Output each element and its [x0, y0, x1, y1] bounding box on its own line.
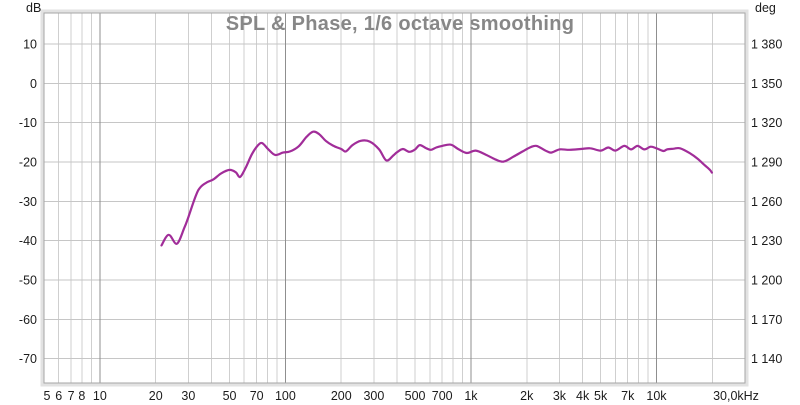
bottom-axis-tick-label: 10k: [646, 389, 667, 403]
bottom-axis-tick-label: 30: [181, 389, 195, 403]
bottom-axis-tick-label: 6: [55, 389, 62, 403]
bottom-axis-tick-label: 700: [432, 389, 453, 403]
bottom-axis-tick-label: 3k: [553, 389, 567, 403]
plot-frame-highlight: [40, 9, 749, 387]
right-axis-tick-label: 1 350: [751, 77, 782, 91]
spl-curve: [160, 130, 713, 247]
left-axis-tick-label: -10: [19, 116, 37, 130]
left-axis-tick-label: -20: [19, 156, 37, 170]
right-axis-tick-label: 1 200: [751, 273, 782, 287]
bottom-axis-tick-label: 1k: [464, 389, 478, 403]
right-axis-tick-label: 1 170: [751, 313, 782, 327]
bottom-axis-tick-label: 4k: [576, 389, 590, 403]
bottom-axis-tick-label: 200: [331, 389, 352, 403]
bottom-axis-tick-label: 5k: [594, 389, 608, 403]
bottom-axis-tick-label: 100: [275, 389, 296, 403]
bottom-axis-tick-label: 2k: [520, 389, 534, 403]
left-axis-tick-label: -50: [19, 273, 37, 287]
right-axis-tick-label: 1 290: [751, 156, 782, 170]
left-axis-tick-label: -70: [19, 352, 37, 366]
left-axis-tick-label: 0: [30, 77, 37, 91]
left-axis-tick-label: 10: [23, 38, 37, 52]
bottom-axis-tick-label: 70: [250, 389, 264, 403]
left-axis-tick-label: -30: [19, 195, 37, 209]
right-axis-unit-label: deg: [755, 1, 776, 15]
right-axis-tick-label: 1 230: [751, 234, 782, 248]
bottom-axis-tick-label: 7k: [621, 389, 635, 403]
right-axis-tick-label: 1 140: [751, 352, 782, 366]
left-axis-tick-label: -40: [19, 234, 37, 248]
bottom-axis-tick-label: 20: [149, 389, 163, 403]
bottom-axis-tick-label: 30,0kHz: [713, 389, 759, 403]
bottom-axis-tick-label: 300: [363, 389, 384, 403]
bottom-axis-tick-label: 50: [223, 389, 237, 403]
right-axis-tick-label: 1 260: [751, 195, 782, 209]
bottom-axis-tick-label: 5: [44, 389, 51, 403]
right-axis-tick-label: 1 320: [751, 116, 782, 130]
bottom-axis-tick-label: 7: [68, 389, 75, 403]
plot-frame: [43, 12, 746, 384]
left-axis-unit-label: dB: [26, 1, 42, 15]
bottom-axis-tick-label: 8: [78, 389, 85, 403]
bottom-axis-tick-label: 10: [93, 389, 107, 403]
bottom-axis-tick-label: 500: [405, 389, 426, 403]
right-axis-tick-label: 1 380: [751, 38, 782, 52]
left-axis-tick-label: -60: [19, 313, 37, 327]
